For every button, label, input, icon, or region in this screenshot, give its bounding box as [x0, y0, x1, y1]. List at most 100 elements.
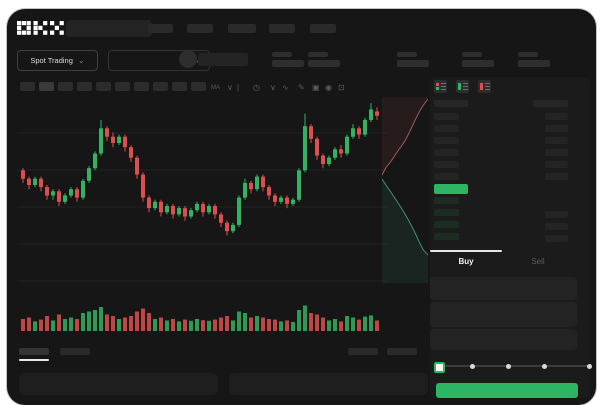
candle-body [309, 126, 313, 139]
bid-price[interactable] [434, 221, 459, 228]
ask-price[interactable] [434, 173, 459, 180]
ask-price[interactable] [434, 137, 459, 144]
stat-label [397, 52, 417, 57]
slider-step-dot[interactable] [587, 364, 592, 369]
volume-bar [45, 316, 49, 331]
candle-body [303, 126, 307, 171]
order-input-field[interactable] [430, 329, 577, 350]
candle-body [123, 136, 127, 148]
slider-step-dot[interactable] [470, 364, 475, 369]
last-price-badge[interactable] [434, 184, 468, 194]
volume-bar [147, 313, 151, 331]
nav-item[interactable] [228, 24, 256, 33]
combined-book-icon[interactable] [434, 80, 447, 93]
ma-indicator-icon[interactable]: MA [211, 85, 220, 91]
timeframe-button[interactable] [191, 82, 206, 91]
volume-bar [171, 319, 175, 331]
ask-amount [545, 149, 568, 156]
volume-bar [201, 320, 205, 331]
volume-bar [279, 321, 283, 331]
bottom-action[interactable] [387, 348, 417, 355]
bid-price[interactable] [434, 209, 459, 216]
candle-body [75, 189, 79, 198]
candle-body [111, 136, 115, 143]
ask-price[interactable] [434, 161, 459, 168]
order-input-field[interactable] [430, 302, 577, 327]
timeframe-button[interactable] [115, 82, 130, 91]
volume-bar [51, 320, 55, 331]
chevron-down-icon[interactable]: ∨ [270, 83, 276, 92]
order-book-panel: Buy Sell [430, 77, 592, 398]
ask-amount [545, 161, 568, 168]
settings-icon[interactable]: ◉ [325, 83, 332, 92]
volume-bar [105, 314, 109, 331]
interval-clock-icon[interactable]: ◷ [253, 83, 260, 92]
bid-amount [545, 211, 568, 218]
search-input[interactable] [66, 20, 152, 37]
trade-tab-buy[interactable]: Buy [458, 257, 474, 266]
ask-price[interactable] [434, 113, 459, 120]
ask-price[interactable] [434, 125, 459, 132]
fullscreen-icon[interactable]: ⊡ [338, 83, 345, 92]
volume-bar [141, 308, 145, 331]
volume-bar [117, 319, 121, 331]
chevron-down-icon[interactable]: ∨ [227, 83, 233, 92]
volume-bar [315, 314, 319, 331]
timeframe-button[interactable] [172, 82, 187, 91]
bids-only-book-icon[interactable] [456, 80, 469, 93]
bottom-panel-left [19, 373, 218, 395]
volume-bar [81, 313, 85, 331]
nav-item[interactable] [269, 24, 295, 33]
bid-price[interactable] [434, 197, 459, 204]
nav-item[interactable] [187, 24, 213, 33]
volume-bar [255, 316, 259, 331]
asks-only-book-icon[interactable] [478, 80, 491, 93]
stat-value [308, 60, 340, 67]
timeframe-button[interactable] [77, 82, 92, 91]
stat-label [272, 52, 292, 57]
market-type-dropdown[interactable]: Spot Trading ⌄ [17, 50, 98, 71]
camera-icon[interactable]: ▣ [312, 83, 320, 92]
timeframe-button[interactable] [134, 82, 149, 91]
bid-price[interactable] [434, 233, 459, 240]
trade-tab-sell[interactable]: Sell [531, 257, 545, 266]
volume-bar [57, 314, 61, 331]
book-color-bar [458, 83, 461, 90]
nav-item[interactable] [148, 24, 173, 33]
ask-price[interactable] [434, 149, 459, 156]
slider-handle[interactable] [434, 362, 445, 373]
candle-body [297, 170, 301, 200]
candle-body [231, 224, 235, 232]
slider-step-dot[interactable] [506, 364, 511, 369]
order-input-field[interactable] [430, 277, 577, 300]
candle-body [189, 210, 193, 217]
candle-body [249, 182, 253, 190]
candlestick-chart[interactable] [17, 95, 387, 335]
volume-bar [123, 317, 127, 331]
nav-item[interactable] [310, 24, 336, 33]
volume-bar [93, 310, 97, 331]
candle-body [375, 111, 379, 116]
bottom-action[interactable] [348, 348, 378, 355]
ask-amount [545, 173, 568, 180]
okx-logo [17, 21, 64, 35]
buy-submit-button[interactable] [436, 383, 578, 398]
timeframe-button[interactable] [20, 82, 35, 91]
volume-bar [207, 320, 211, 331]
volume-bar [63, 319, 67, 331]
timeframe-button[interactable] [58, 82, 73, 91]
timeframe-button[interactable] [39, 82, 54, 91]
volume-bar [153, 319, 157, 331]
bottom-tab[interactable] [60, 348, 90, 355]
slider-step-dot[interactable] [542, 364, 547, 369]
line-tool-icon[interactable]: ∿ [282, 83, 289, 92]
timeframe-button[interactable] [96, 82, 111, 91]
bottom-tab[interactable] [19, 348, 49, 355]
timeframe-button[interactable] [153, 82, 168, 91]
volume-bar [159, 317, 163, 331]
volume-bar [243, 313, 247, 331]
candle-body [195, 203, 199, 211]
percent-slider-track[interactable] [438, 365, 588, 367]
depth-chart [382, 97, 428, 283]
draw-tool-icon[interactable]: ✎ [298, 83, 305, 92]
